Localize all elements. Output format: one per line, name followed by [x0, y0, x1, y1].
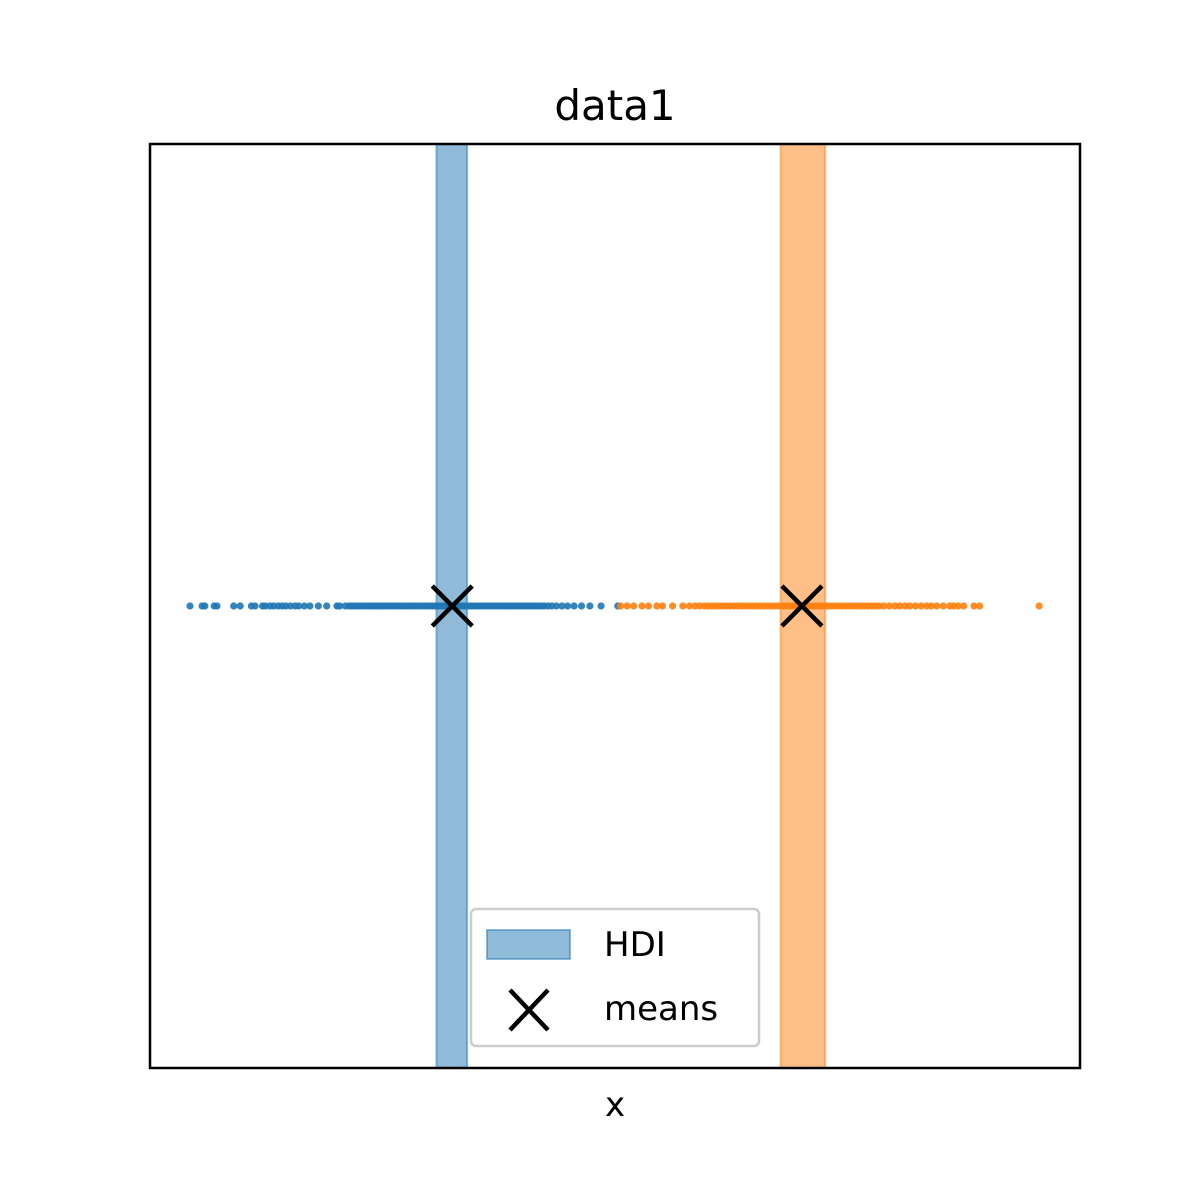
data-point	[669, 602, 677, 610]
series-2-points	[616, 602, 1043, 610]
data-point	[975, 602, 984, 610]
data-point	[917, 602, 925, 610]
data-point	[658, 602, 667, 610]
data-point	[970, 602, 978, 610]
data-point	[653, 602, 661, 610]
chart-title: data1	[554, 81, 675, 130]
data-point	[906, 602, 914, 610]
data-point	[933, 602, 941, 610]
data-point	[616, 602, 625, 610]
legend-hdi-swatch	[486, 929, 571, 960]
data-point	[911, 602, 919, 610]
data-point	[679, 602, 687, 610]
data-point	[577, 602, 586, 610]
data-point	[213, 602, 221, 610]
legend: HDI means	[469, 907, 761, 1048]
data-point	[306, 602, 314, 610]
data-point	[558, 602, 566, 610]
data-point	[314, 602, 322, 610]
data-point	[295, 602, 303, 610]
series-1-points	[186, 602, 622, 610]
data-point	[186, 602, 194, 610]
data-point	[880, 602, 888, 610]
data-point	[1035, 602, 1043, 610]
data-point	[939, 602, 947, 610]
axes-frame	[148, 142, 1082, 1070]
data-point	[685, 602, 694, 610]
mean-marker-1	[430, 584, 474, 628]
data-point	[230, 602, 238, 610]
data-point	[586, 602, 594, 610]
data-point	[251, 602, 259, 610]
data-point	[630, 602, 638, 610]
data-point	[563, 602, 572, 610]
legend-means-x-icon	[508, 988, 550, 1032]
legend-means-label: means	[604, 989, 718, 1029]
data-point	[201, 602, 209, 610]
data-point	[236, 602, 244, 610]
data-point	[623, 602, 631, 610]
data-point	[597, 602, 605, 610]
legend-hdi-label: HDI	[604, 925, 666, 965]
data-point	[323, 602, 331, 610]
data-point	[885, 602, 893, 610]
mean-marker-2	[780, 584, 824, 628]
plot-area	[186, 143, 1043, 1069]
data-point	[927, 602, 935, 610]
data-point	[552, 602, 561, 610]
data-point	[954, 602, 962, 610]
data-point	[895, 602, 904, 610]
data-point	[644, 602, 653, 610]
data-point	[638, 602, 646, 610]
data-point	[336, 602, 344, 610]
data-point	[960, 602, 968, 610]
x-axis-label: x	[605, 1085, 625, 1125]
data-point	[570, 602, 578, 610]
data-point	[300, 602, 308, 610]
